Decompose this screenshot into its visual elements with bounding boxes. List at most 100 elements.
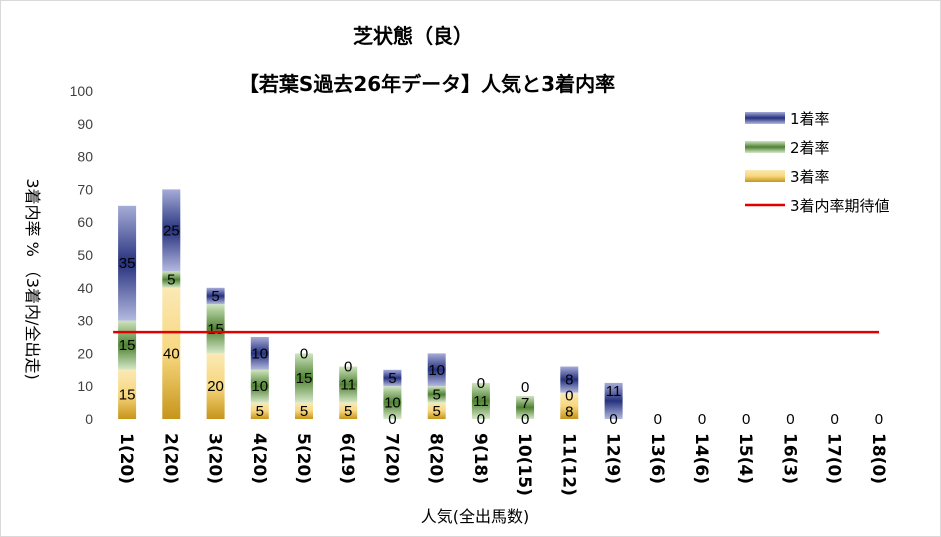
bar-1st: [604, 382, 623, 419]
y-tick-label: 20: [77, 345, 93, 361]
data-label: 8: [565, 404, 573, 421]
x-tick-label: 11(12): [558, 433, 578, 496]
data-label: 0: [344, 359, 352, 376]
bar-1st: [427, 353, 446, 387]
x-tick-label: 15(4): [735, 433, 755, 484]
data-label: 5: [432, 386, 440, 403]
y-tick-label: 40: [77, 280, 93, 296]
bar-3rd: [250, 402, 269, 419]
y-tick-label: 10: [77, 378, 93, 394]
x-tick-label: 3(20): [205, 433, 225, 484]
y-tick-label: 100: [70, 83, 94, 99]
data-label: 5: [167, 272, 175, 289]
x-tick-label: 14(6): [691, 433, 711, 484]
legend-swatch-3rd: [745, 170, 785, 182]
legend-swatch-1st: [745, 112, 785, 124]
data-label: 0: [830, 411, 838, 428]
bar-2nd: [427, 386, 446, 403]
bars: [118, 189, 623, 419]
x-axis-title: 人気(全出馬数): [421, 507, 530, 526]
bar-1st: [560, 366, 579, 393]
y-tick-label: 0: [85, 411, 93, 427]
data-label: 15: [296, 370, 313, 387]
data-label: 11: [473, 393, 489, 410]
x-tick-label: 12(9): [603, 433, 623, 484]
legend-swatch-2nd: [745, 141, 785, 153]
legend-label-expected: 3着内率期待値: [790, 197, 890, 215]
data-label: 10: [251, 345, 268, 362]
chart-title-line1: 芝状態（良）: [353, 24, 473, 48]
data-label: 0: [786, 411, 794, 428]
data-label: 11: [340, 377, 356, 394]
data-label: 10: [251, 378, 268, 395]
data-label: 8: [565, 372, 573, 389]
data-label: 0: [698, 411, 706, 428]
data-label: 0: [565, 388, 573, 405]
x-tick-label: 10(15): [514, 433, 534, 496]
y-tick-label: 70: [77, 181, 93, 197]
x-tick-label: 5(20): [293, 433, 313, 484]
bar-3rd: [206, 353, 225, 419]
bar-1st: [206, 287, 225, 305]
legend: 1着率 2着率 3着率 3着内率期待値: [745, 110, 890, 215]
data-label: 0: [477, 375, 485, 392]
x-tick-label: 6(19): [337, 433, 357, 484]
legend-label-1st: 1着率: [790, 110, 830, 128]
bar-1st: [383, 369, 402, 387]
bar-3rd: [560, 392, 579, 419]
data-label: 0: [609, 411, 617, 428]
y-tick-label: 60: [77, 214, 93, 230]
data-label: 5: [256, 403, 264, 420]
bar-2nd: [471, 382, 490, 419]
data-label: 35: [119, 255, 136, 272]
x-tick-label: 13(6): [647, 433, 667, 484]
data-label: 0: [477, 411, 485, 428]
bar-2nd: [295, 353, 313, 403]
data-label: 15: [119, 386, 136, 403]
x-tick-label: 16(3): [779, 433, 799, 484]
bar-1st: [162, 189, 181, 272]
bar-3rd: [427, 402, 446, 419]
chart-title-line2: 【若葉S過去26年データ】人気と3着内率: [239, 72, 615, 96]
bar-2nd: [162, 271, 181, 288]
bar-1st: [118, 205, 137, 321]
x-axis: 1(20) 2(20) 3(20) 4(20) 5(20) 6(19) 7(20) 8(20)…: [116, 433, 888, 496]
bar-2nd: [250, 369, 269, 403]
data-label: 5: [300, 403, 308, 420]
data-label: 15: [119, 337, 136, 354]
bar-3rd: [118, 369, 137, 419]
data-label: 0: [300, 345, 308, 362]
x-tick-label: 18(0): [868, 433, 888, 484]
data-label: 5: [388, 370, 396, 387]
x-tick-label: 17(0): [824, 433, 844, 484]
bar-2nd: [339, 366, 358, 403]
bar-2nd: [383, 386, 402, 419]
x-tick-label: 7(20): [381, 433, 401, 484]
x-tick-label: 2(20): [160, 433, 180, 484]
y-axis: 0 10 20 30 40 50 60 70 80 90 100: [70, 83, 94, 427]
legend-label-3rd: 3着率: [790, 168, 830, 186]
data-labels: 3515152554051520101050155011551001055011…: [119, 222, 883, 428]
data-label: 0: [521, 411, 529, 428]
y-tick-label: 80: [77, 149, 93, 165]
x-tick-label: 8(20): [426, 433, 446, 484]
data-label: 15: [207, 321, 224, 338]
data-label: 40: [163, 345, 180, 362]
data-label: 10: [384, 395, 401, 412]
data-label: 0: [388, 411, 396, 428]
data-label: 5: [344, 403, 352, 420]
data-label: 0: [654, 411, 662, 428]
data-label: 7: [521, 395, 529, 412]
bar-2nd: [516, 396, 535, 419]
data-label: 5: [432, 403, 440, 420]
bar-2nd: [206, 304, 225, 354]
y-tick-label: 50: [77, 247, 93, 263]
data-label: 0: [875, 411, 883, 428]
data-label: 0: [521, 379, 529, 396]
bar-1st: [250, 337, 269, 370]
data-label: 20: [207, 378, 224, 395]
data-label: 10: [428, 362, 445, 379]
y-tick-label: 30: [77, 313, 93, 329]
